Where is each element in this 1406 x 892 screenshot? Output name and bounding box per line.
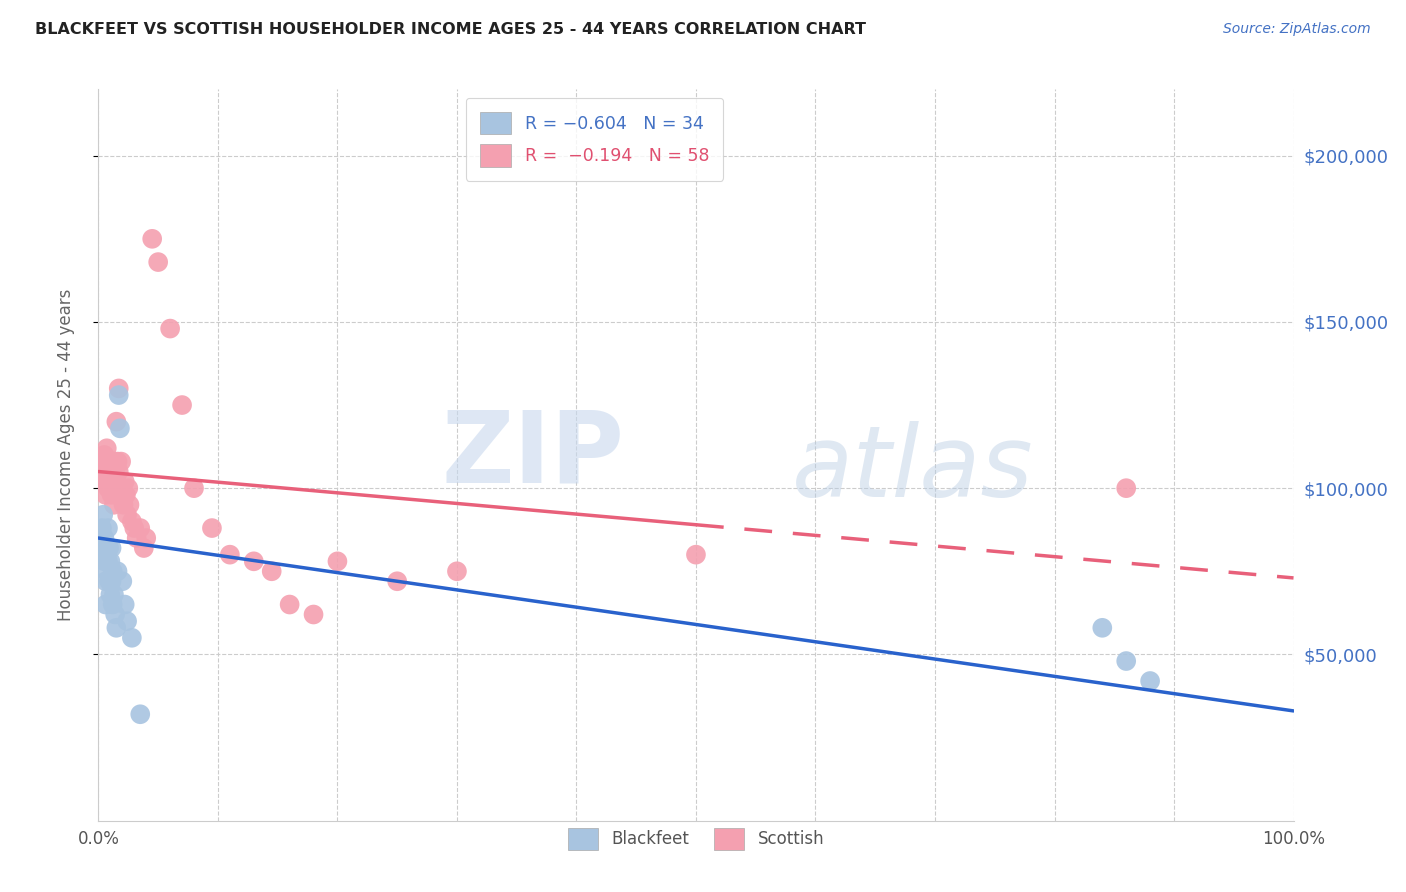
- Point: [93, 475, 115, 489]
- Point: [112, 498, 135, 512]
- Point: [103, 498, 125, 512]
- Point: [96, 465, 118, 479]
- Point: [91, 465, 114, 479]
- Point: [111, 574, 134, 589]
- Point: [96, 541, 118, 555]
- Point: [100, 574, 122, 589]
- Point: [1139, 673, 1161, 688]
- Point: [101, 564, 124, 578]
- Point: [114, 475, 136, 489]
- Point: [148, 255, 170, 269]
- Point: [91, 454, 114, 468]
- Point: [1115, 481, 1137, 495]
- Point: [91, 508, 114, 522]
- Point: [260, 564, 283, 578]
- Point: [115, 508, 138, 522]
- Point: [105, 475, 128, 489]
- Point: [110, 454, 132, 468]
- Point: [124, 521, 146, 535]
- Point: [94, 488, 117, 502]
- Point: [446, 564, 468, 578]
- Point: [103, 454, 125, 468]
- Point: [1115, 654, 1137, 668]
- Point: [93, 531, 115, 545]
- Point: [100, 488, 122, 502]
- Point: [93, 448, 115, 462]
- Point: [108, 421, 131, 435]
- Point: [118, 498, 141, 512]
- Point: [117, 481, 139, 495]
- Point: [132, 541, 155, 555]
- Point: [129, 521, 152, 535]
- Point: [97, 454, 120, 468]
- Point: [115, 488, 138, 502]
- Point: [98, 588, 122, 602]
- Point: [326, 554, 349, 568]
- Point: [98, 541, 121, 555]
- Point: [108, 481, 131, 495]
- Point: [96, 442, 118, 456]
- Point: [94, 454, 117, 468]
- Text: ZIP: ZIP: [441, 407, 624, 503]
- Point: [94, 574, 117, 589]
- Point: [121, 515, 143, 529]
- Point: [107, 564, 129, 578]
- Point: [98, 554, 122, 568]
- Point: [115, 614, 138, 628]
- Point: [96, 564, 118, 578]
- Text: BLACKFEET VS SCOTTISH HOUSEHOLDER INCOME AGES 25 - 44 YEARS CORRELATION CHART: BLACKFEET VS SCOTTISH HOUSEHOLDER INCOME…: [35, 22, 866, 37]
- Point: [107, 465, 129, 479]
- Point: [159, 321, 181, 335]
- Text: atlas: atlas: [792, 421, 1033, 518]
- Point: [141, 232, 163, 246]
- Legend: Blackfeet, Scottish: Blackfeet, Scottish: [561, 822, 831, 856]
- Point: [104, 465, 127, 479]
- Point: [98, 454, 122, 468]
- Point: [90, 475, 112, 489]
- Point: [107, 381, 129, 395]
- Point: [107, 454, 129, 468]
- Point: [97, 481, 120, 495]
- Point: [129, 707, 152, 722]
- Point: [219, 548, 242, 562]
- Point: [104, 607, 127, 622]
- Point: [107, 388, 129, 402]
- Point: [183, 481, 205, 495]
- Point: [243, 554, 266, 568]
- Point: [105, 621, 128, 635]
- Point: [91, 521, 114, 535]
- Point: [98, 574, 121, 589]
- Point: [98, 465, 121, 479]
- Point: [172, 398, 194, 412]
- Point: [121, 631, 143, 645]
- Point: [135, 531, 157, 545]
- Point: [97, 521, 120, 535]
- Point: [98, 475, 122, 489]
- Point: [101, 598, 124, 612]
- Y-axis label: Householder Income Ages 25 - 44 years: Householder Income Ages 25 - 44 years: [56, 289, 75, 621]
- Point: [101, 475, 124, 489]
- Point: [97, 554, 120, 568]
- Point: [94, 598, 117, 612]
- Point: [111, 481, 134, 495]
- Point: [93, 554, 115, 568]
- Point: [98, 481, 121, 495]
- Point: [1091, 621, 1114, 635]
- Point: [125, 531, 148, 545]
- Point: [103, 588, 125, 602]
- Point: [685, 548, 707, 562]
- Text: Source: ZipAtlas.com: Source: ZipAtlas.com: [1223, 22, 1371, 37]
- Point: [100, 541, 122, 555]
- Point: [201, 521, 224, 535]
- Point: [302, 607, 325, 622]
- Point: [385, 574, 409, 589]
- Point: [101, 454, 124, 468]
- Point: [105, 415, 128, 429]
- Point: [278, 598, 301, 612]
- Point: [114, 598, 136, 612]
- Point: [100, 465, 122, 479]
- Point: [94, 548, 117, 562]
- Point: [91, 541, 114, 555]
